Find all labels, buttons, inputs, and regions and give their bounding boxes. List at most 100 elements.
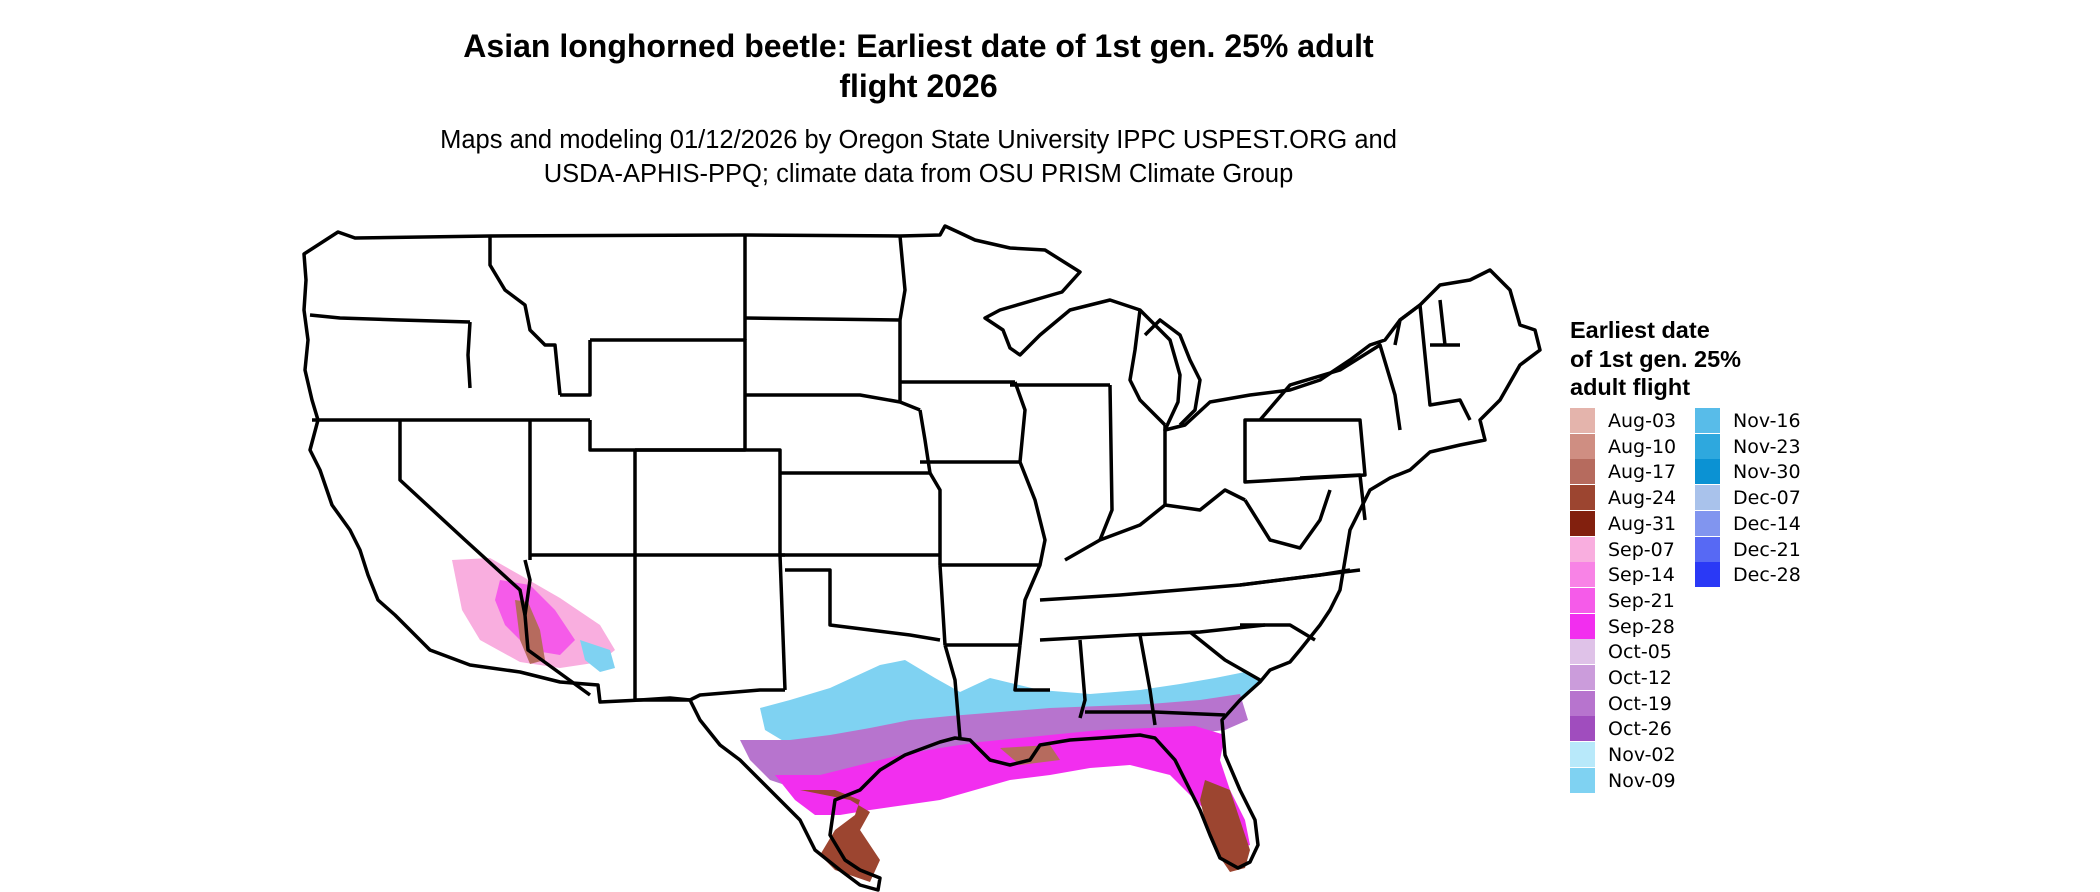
legend-label: Sep-14 (1608, 564, 1675, 587)
legend-swatch (1570, 613, 1595, 639)
legend-label: Nov-09 (1608, 769, 1676, 792)
legend-label: Aug-10 (1608, 435, 1677, 458)
ga-fl-border (1085, 710, 1226, 717)
great-lake-michigan-shore (1128, 309, 1167, 427)
legend-swatch (1570, 433, 1595, 459)
legend-label: Oct-19 (1608, 692, 1672, 715)
legend-swatch (1570, 408, 1595, 433)
legend-label: Sep-28 (1608, 615, 1675, 638)
southwest-band-mid (495, 580, 575, 655)
legend-swatch (1570, 587, 1595, 613)
legend-label: Nov-16 (1733, 410, 1801, 432)
legend-label: Oct-12 (1608, 667, 1672, 689)
map-title-line-2: flight 2026 (839, 68, 998, 104)
louisiana-band-aug (1000, 745, 1060, 765)
ok-tx-border (785, 568, 941, 642)
legend-label: Sep-21 (1608, 589, 1675, 612)
nd-sd-border (744, 316, 901, 322)
ut-north-inner (588, 420, 635, 452)
mt-south (560, 340, 592, 397)
la-ms-border (1013, 644, 1050, 692)
legend-swatch (1695, 485, 1720, 511)
legend-title: Earliest date of 1st gen. 25% adult flig… (1570, 316, 1741, 402)
legend-swatch (1570, 742, 1595, 768)
va-nc-border (1239, 568, 1361, 587)
legend-swatch (1695, 510, 1720, 536)
map-title: Asian longhorned beetle: Earliest date o… (0, 26, 1837, 106)
southwest-band-early (515, 600, 545, 664)
ga-sc-border (1188, 630, 1261, 682)
legend-swatch (1570, 459, 1595, 485)
md-de-border (1299, 473, 1367, 521)
wa-or-border (309, 313, 471, 324)
legend-swatch (1695, 536, 1720, 562)
legend-title-line-3: adult flight (1570, 374, 1691, 400)
legend-swatch (1695, 433, 1720, 459)
legend-title-line-2: of 1st gen. 25% (1570, 345, 1742, 372)
map-subtitle-line-2: USDA-APHIS-PPQ; climate data from OSU PR… (543, 160, 1294, 188)
legend-title-line-1: Earliest date (1570, 317, 1710, 343)
legend-label: Dec-21 (1733, 538, 1801, 561)
legend-label: Nov-30 (1733, 461, 1801, 484)
legend-label: Sep-07 (1608, 538, 1675, 561)
legend-swatch (1570, 690, 1595, 716)
legend-label: Aug-31 (1608, 512, 1677, 535)
tx-la-border (943, 644, 962, 739)
legend-label: Nov-02 (1608, 744, 1676, 767)
legend-label: Aug-17 (1608, 461, 1677, 484)
legend-swatch (1570, 536, 1595, 562)
ky-tn-border (1039, 568, 1351, 602)
legend-label: Dec-07 (1733, 487, 1801, 510)
idaho-west (466, 321, 472, 389)
wv-va-border (1243, 489, 1332, 550)
map-title-line-1: Asian longhorned beetle: Earliest date o… (463, 28, 1374, 64)
legend-label: Dec-14 (1733, 512, 1801, 535)
ok-ar-border (938, 564, 947, 646)
sd-ne-border (745, 393, 921, 412)
ny-border (1258, 343, 1402, 431)
legend-label: Dec-28 (1733, 564, 1801, 587)
state-boundaries (302, 224, 1542, 892)
map-subtitle: Maps and modeling 01/12/2026 by Oregon S… (0, 123, 1837, 191)
ne-ia-border (918, 409, 932, 474)
legend-swatch (1695, 459, 1720, 485)
legend-swatch (1695, 408, 1720, 433)
florida-band-aug (1200, 780, 1250, 872)
il-in-border (1098, 384, 1114, 541)
map-subtitle-line-1: Maps and modeling 01/12/2026 by Oregon S… (440, 126, 1397, 154)
tn-south-border (1039, 623, 1266, 642)
az-west (523, 559, 592, 697)
legend-swatch (1570, 485, 1595, 511)
new-england-borders (1393, 299, 1472, 421)
legend-label: Aug-03 (1608, 410, 1677, 432)
nv-ca-border (398, 420, 527, 616)
nc-sc-border (1240, 623, 1316, 642)
legend-label: Nov-23 (1733, 435, 1801, 458)
pa-border (1243, 418, 1367, 484)
lower-michigan (1143, 318, 1202, 427)
gulf-coast-risk-bands (452, 558, 1260, 882)
idaho-panhandle (488, 236, 562, 396)
legend-swatch (1570, 639, 1595, 665)
legend-swatch (1695, 562, 1720, 588)
co-box (635, 448, 782, 555)
legend-swatch (1570, 767, 1595, 793)
legend-label: Oct-26 (1608, 718, 1672, 741)
us-outline (302, 224, 1542, 892)
ohio-river (1064, 488, 1246, 562)
nd-mn-border (898, 235, 907, 321)
nm-east (778, 554, 787, 691)
texas-band-aug (800, 790, 880, 882)
ms-al-border (1078, 639, 1087, 719)
ks-mo-border (928, 472, 942, 565)
legend-swatch (1570, 716, 1595, 742)
legend-label: Oct-05 (1608, 641, 1672, 664)
ms-river (1013, 381, 1047, 646)
wy-box (590, 338, 747, 452)
nm-south (635, 688, 785, 702)
legend-swatch (1570, 562, 1595, 588)
gulf-band-sep (775, 726, 1250, 850)
gulf-band-nov (760, 660, 1260, 745)
southwest-band-blue (580, 640, 615, 672)
